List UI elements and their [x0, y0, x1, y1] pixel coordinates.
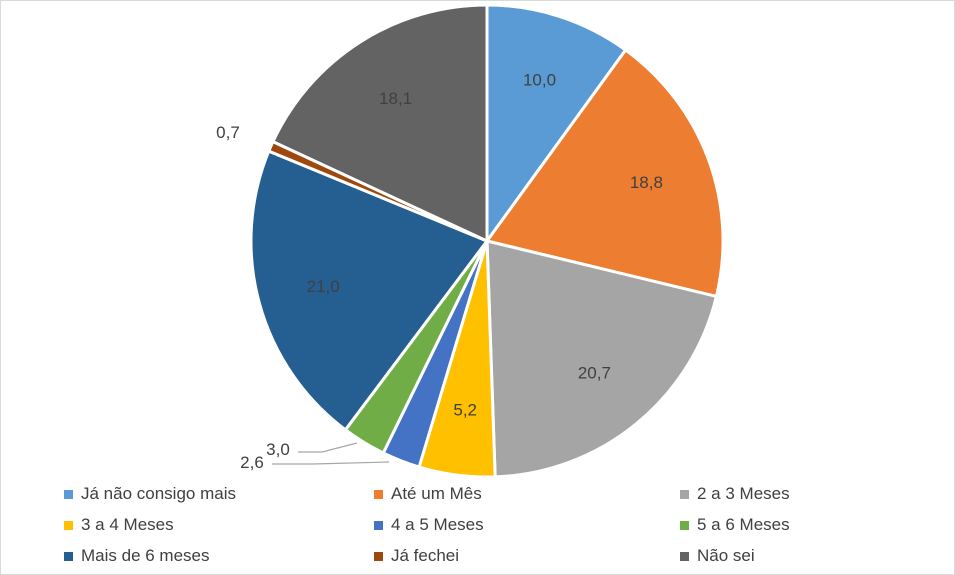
legend-item: 4 a 5 Meses	[374, 515, 484, 535]
legend-swatch	[374, 551, 383, 561]
legend-swatch	[680, 520, 689, 530]
legend-label: Mais de 6 meses	[81, 546, 210, 565]
leader-line	[272, 461, 390, 465]
leader-line	[298, 442, 358, 453]
data-label: 20,7	[578, 364, 611, 383]
data-label: 2,6	[240, 453, 264, 472]
pie-slice	[271, 3, 489, 243]
legend-swatch	[64, 520, 73, 530]
data-label: 10,0	[523, 70, 556, 89]
legend-label: 5 a 6 Meses	[697, 515, 790, 534]
data-label: 5,2	[453, 401, 477, 420]
data-label: 18,8	[630, 173, 663, 192]
legend-swatch	[374, 489, 383, 499]
legend-item: Até um Mês	[374, 484, 482, 504]
legend-item: Não sei	[680, 546, 755, 566]
data-label: 3,0	[266, 440, 290, 459]
legend-swatch	[64, 551, 73, 561]
legend-swatch	[374, 520, 383, 530]
pie-slice	[485, 3, 628, 243]
legend-item: Mais de 6 meses	[64, 546, 210, 566]
legend-label: Até um Mês	[391, 484, 482, 503]
pie-slice	[249, 149, 489, 432]
legend-item: 3 a 4 Meses	[64, 515, 174, 535]
legend-label: Já fechei	[391, 546, 460, 565]
legend-swatch	[64, 489, 73, 499]
legend-item: Já não consigo mais	[64, 484, 236, 504]
legend-label: 2 a 3 Meses	[697, 484, 790, 503]
data-label: 0,7	[216, 123, 240, 142]
data-label: 21,0	[307, 277, 340, 296]
legend-item: Já fechei	[374, 546, 459, 566]
data-label: 18,1	[379, 89, 412, 108]
legend-swatch	[680, 489, 689, 499]
legend-item: 2 a 3 Meses	[680, 484, 790, 504]
legend-label: 3 a 4 Meses	[81, 515, 174, 534]
legend-item: 5 a 6 Meses	[680, 515, 790, 535]
legend-swatch	[680, 551, 689, 561]
pie-slice	[485, 48, 725, 298]
pie-slice	[485, 239, 718, 479]
legend-label: 4 a 5 Meses	[391, 515, 484, 534]
pie-chart: 10,0 18,8 20,7 5,2 2,63,0 21,0 0,7 18,1	[216, 3, 725, 479]
legend-label: Não sei	[697, 546, 755, 565]
legend-label: Já não consigo mais	[81, 484, 236, 503]
